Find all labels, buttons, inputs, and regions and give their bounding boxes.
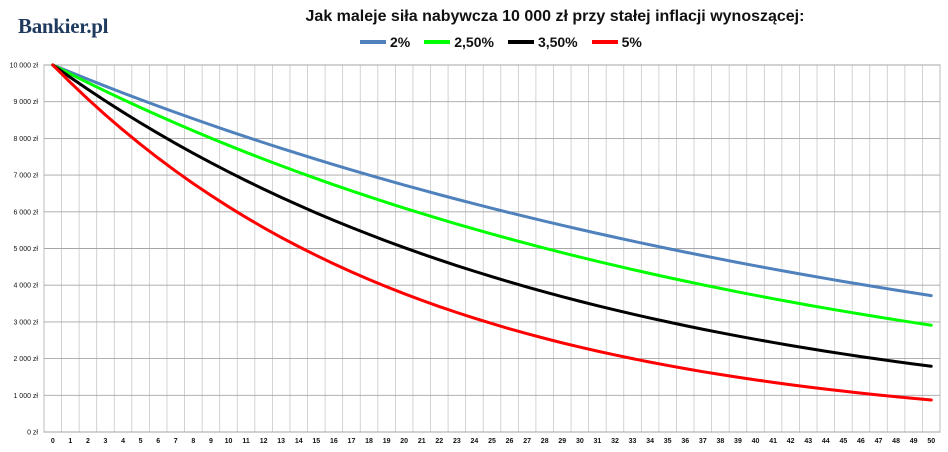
x-tick-label: 48 xyxy=(892,438,900,445)
legend-item-5pct: 5% xyxy=(591,34,642,50)
x-tick-label: 8 xyxy=(191,438,195,445)
x-tick-label: 16 xyxy=(330,438,338,445)
x-tick-label: 7 xyxy=(174,438,178,445)
x-tick-label: 21 xyxy=(418,438,426,445)
y-tick-label: 4 000 zł xyxy=(13,283,38,290)
x-tick-label: 23 xyxy=(453,438,461,445)
y-tick-label: 2 000 zł xyxy=(13,356,38,363)
y-tick-label: 6 000 zł xyxy=(13,209,38,216)
x-tick-label: 49 xyxy=(910,438,918,445)
legend-label: 2,50% xyxy=(454,34,494,50)
chart-legend: 2% 2,50% 3,50% 5% xyxy=(360,34,642,50)
series-line-1 xyxy=(51,63,933,327)
x-tick-label: 44 xyxy=(822,438,830,445)
x-tick-label: 17 xyxy=(348,438,356,445)
y-tick-label: 10 000 zł xyxy=(10,63,39,70)
y-tick-label: 5 000 zł xyxy=(13,246,38,253)
series-line-3 xyxy=(51,63,933,402)
x-tick-label: 18 xyxy=(365,438,373,445)
x-tick-label: 45 xyxy=(839,438,847,445)
x-tick-label: 50 xyxy=(927,438,935,445)
series-line-2 xyxy=(51,63,933,368)
x-tick-label: 46 xyxy=(857,438,865,445)
x-tick-label: 5 xyxy=(139,438,143,445)
x-tick-label: 35 xyxy=(664,438,672,445)
chart-title: Jak maleje siła nabywcza 10 000 zł przy … xyxy=(305,8,805,25)
y-tick-label: 9 000 zł xyxy=(13,99,38,106)
x-tick-label: 12 xyxy=(260,438,268,445)
y-axis-ticks: 0 zł 1 000 zł 2 000 zł 3 000 zł 4 000 zł 5 00… xyxy=(10,63,39,437)
x-tick-label: 0 xyxy=(51,438,55,445)
series-lines xyxy=(51,63,933,402)
x-tick-label: 3 xyxy=(104,438,108,445)
x-tick-label: 26 xyxy=(506,438,514,445)
bankier-logo[interactable]: Bankier.pl xyxy=(18,14,109,38)
x-tick-label: 20 xyxy=(400,438,408,445)
x-tick-label: 6 xyxy=(156,438,160,445)
x-tick-label: 34 xyxy=(646,438,654,445)
x-tick-label: 28 xyxy=(541,438,549,445)
x-tick-label: 32 xyxy=(611,438,619,445)
x-tick-label: 15 xyxy=(312,438,320,445)
x-tick-label: 36 xyxy=(681,438,689,445)
x-tick-label: 33 xyxy=(629,438,637,445)
x-tick-label: 13 xyxy=(277,438,285,445)
x-tick-label: 43 xyxy=(804,438,812,445)
legend-swatch xyxy=(424,40,451,44)
x-tick-label: 42 xyxy=(787,438,795,445)
x-tick-label: 9 xyxy=(209,438,213,445)
y-tick-label: 1 000 zł xyxy=(13,393,38,400)
legend-swatch xyxy=(360,40,386,44)
x-tick-label: 19 xyxy=(383,438,391,445)
x-axis-ticks: 0 1 2 3 4 5 6 7 8 9 10 11 12 13 14 15 16 17 18 19 20 21 22 23 24… xyxy=(51,438,935,445)
x-tick-label: 40 xyxy=(752,438,760,445)
x-tick-label: 4 xyxy=(121,438,125,445)
x-tick-label: 29 xyxy=(558,438,566,445)
series-line-0 xyxy=(51,63,933,298)
x-tick-label: 38 xyxy=(716,438,724,445)
x-tick-label: 47 xyxy=(875,438,883,445)
x-tick-label: 39 xyxy=(734,438,742,445)
x-tick-label: 1 xyxy=(68,438,72,445)
legend-swatch xyxy=(507,40,534,44)
legend-item-2pct: 2% xyxy=(360,34,410,50)
legend-item-3-5pct: 3,50% xyxy=(507,34,578,50)
legend-item-2-5pct: 2,50% xyxy=(424,34,494,50)
y-tick-label: 0 zł xyxy=(27,430,38,437)
x-tick-label: 27 xyxy=(523,438,531,445)
x-tick-label: 14 xyxy=(295,438,303,445)
x-tick-label: 10 xyxy=(225,438,233,445)
x-tick-label: 37 xyxy=(699,438,707,445)
x-tick-label: 25 xyxy=(488,438,496,445)
legend-label: 5% xyxy=(621,34,642,50)
y-tick-label: 3 000 zł xyxy=(13,319,38,326)
legend-label: 3,50% xyxy=(537,34,578,50)
legend-label: 2% xyxy=(390,34,411,50)
y-tick-label: 7 000 zł xyxy=(13,173,38,180)
legend-swatch xyxy=(591,40,618,44)
horizontal-gridlines xyxy=(44,64,940,433)
x-tick-label: 22 xyxy=(435,438,443,445)
x-tick-label: 11 xyxy=(242,438,250,445)
x-tick-label: 2 xyxy=(86,438,90,445)
x-tick-label: 41 xyxy=(769,438,777,445)
x-tick-label: 24 xyxy=(471,438,479,445)
x-tick-label: 31 xyxy=(594,438,602,445)
x-tick-label: 30 xyxy=(576,438,584,445)
y-tick-label: 8 000 zł xyxy=(13,136,38,143)
